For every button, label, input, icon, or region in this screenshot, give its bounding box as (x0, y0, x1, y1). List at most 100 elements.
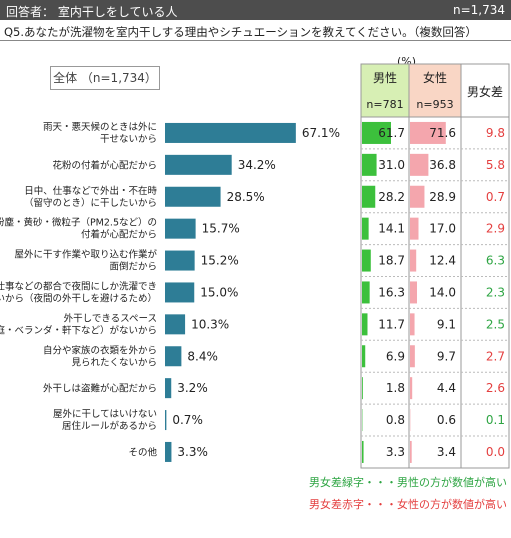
total-bar (165, 346, 182, 367)
category-label-line: 粉塵・黄砂・微粒子（PM2.5など）の (0, 217, 157, 229)
male-bar (362, 121, 391, 144)
male-value: 11.7 (378, 317, 405, 331)
male-value: 1.8 (386, 381, 405, 395)
female-value: 9.1 (437, 317, 456, 331)
category-label-line: 仕事などの都合で夜間にしか洗濯でき (0, 280, 157, 292)
category-label-line: （留守のとき）に干したいから (24, 197, 157, 209)
total-bar (165, 218, 196, 239)
total-sample-box: 全体 （n=1,734） (50, 66, 160, 90)
category-label-line: 自分や家族の衣類を外から (43, 344, 157, 356)
male-header-n: n=781 (366, 98, 403, 111)
female-header-label: 女性 (423, 70, 447, 85)
female-header-n: n=953 (416, 98, 453, 111)
diff-value: 0.1 (486, 413, 505, 427)
male-bar (362, 153, 377, 176)
male-bar (362, 217, 369, 240)
total-value-label: 34.2% (238, 158, 276, 172)
total-value-label: 0.7% (172, 413, 203, 427)
male-value: 18.7 (378, 254, 405, 268)
category-label-line: 居住ルールがあるから (62, 420, 157, 432)
note-red-legend: 男女差赤字・・・女性の方が数値が高い (309, 498, 507, 511)
sample-size: n=1,734 (452, 3, 505, 17)
total-bar (165, 122, 296, 143)
category-label: 外干しできるスペース（庭・ベランダ・軒下など）がないから (0, 312, 157, 336)
diff-header-label: 男女差 (467, 84, 503, 99)
category-label: 屋外に干す作業や取り込む作業が面倒だから (14, 249, 157, 273)
total-value-label: 3.2% (177, 381, 208, 395)
female-bar (410, 377, 413, 400)
male-header-cell (360, 63, 410, 118)
female-value: 9.7 (437, 349, 456, 363)
respondent-header: 回答者： 室内干しをしている人 n=1,734 (0, 0, 511, 20)
female-value: 12.4 (429, 254, 456, 268)
female-value: 71.6 (429, 126, 456, 140)
diff-value: 2.3 (486, 285, 505, 299)
female-value: 14.0 (429, 285, 456, 299)
category-label-line: 外干しできるスペース (64, 312, 157, 324)
total-value-label: 8.4% (187, 349, 218, 363)
category-label: その他 (128, 446, 157, 458)
male-value: 0.8 (386, 413, 405, 427)
male-bar (362, 313, 368, 336)
total-bar (165, 154, 232, 175)
diff-value: 0.0 (486, 445, 505, 459)
female-value: 36.8 (429, 158, 456, 172)
total-bar (165, 378, 172, 399)
table-body-frame (360, 116, 510, 469)
total-value-label: 15.0% (200, 285, 238, 299)
category-label: 屋外に干してはいけない居住ルールがあるから (53, 408, 157, 432)
diff-value: 5.8 (486, 158, 505, 172)
female-bar (410, 121, 446, 144)
total-value-label: 28.5% (227, 190, 265, 204)
female-bar (410, 313, 415, 336)
respondent-label: 回答者： 室内干しをしている人 (6, 5, 178, 19)
diff-value: 2.7 (486, 349, 505, 363)
category-label: 雨天・悪天候のときは外に干せないから (43, 121, 157, 145)
diff-value: 6.3 (486, 254, 505, 268)
total-value-label: 10.3% (191, 317, 229, 331)
female-bar (410, 153, 429, 176)
total-value-label: 67.1% (302, 126, 340, 140)
category-label-line: 屋外に干してはいけない (53, 408, 157, 420)
category-label: 外干しは盗難が心配だから (43, 383, 157, 395)
category-label-line: （庭・ベランダ・軒下など）がないから (0, 324, 157, 336)
female-value: 0.6 (437, 413, 456, 427)
male-value: 28.2 (378, 190, 405, 204)
diff-value: 2.9 (486, 222, 505, 236)
total-value-label: 15.7% (202, 222, 240, 236)
male-bar (362, 440, 364, 463)
category-label: 粉塵・黄砂・微粒子（PM2.5など）の付着が心配だから (0, 217, 157, 241)
male-value: 31.0 (378, 158, 405, 172)
total-bar (165, 314, 186, 335)
female-value: 17.0 (429, 222, 456, 236)
female-bar (410, 217, 419, 240)
male-value: 14.1 (378, 222, 405, 236)
category-label-line: 屋外に干す作業や取り込む作業が (14, 249, 157, 261)
question-divider (0, 40, 511, 41)
total-bar (165, 410, 167, 431)
chart-rows: 雨天・悪天候のときは外に干せないから 67.1% 61.7 71.6 9.8 花粉の付着が… (0, 121, 509, 463)
female-bar (410, 185, 425, 208)
total-bar (165, 250, 195, 271)
diff-value: 2.6 (486, 381, 505, 395)
note-green-legend: 男女差緑字・・・男性の方が数値が高い (309, 476, 507, 489)
question-text: Q5.あなたが洗濯物を室内干しする理由やシチュエーションを教えてください。（複数… (4, 25, 477, 39)
female-value: 3.4 (437, 445, 456, 459)
diff-value: 9.8 (486, 126, 505, 140)
male-bar (362, 281, 370, 304)
male-value: 16.3 (378, 285, 405, 299)
total-value-label: 15.2% (201, 254, 239, 268)
male-bar (362, 345, 366, 368)
female-bar (410, 345, 415, 368)
female-bar (410, 281, 417, 304)
male-value: 3.3 (386, 445, 405, 459)
total-bar (165, 186, 221, 207)
category-label: 日中、仕事などで外出・不在時（留守のとき）に干したいから (24, 185, 158, 209)
female-bar (410, 440, 412, 463)
category-label-line: 日中、仕事などで外出・不在時 (24, 185, 157, 197)
total-bar (165, 282, 195, 303)
category-label-line: 干せないから (100, 134, 157, 145)
diff-value: 2.5 (486, 317, 505, 331)
female-bar (410, 249, 417, 272)
